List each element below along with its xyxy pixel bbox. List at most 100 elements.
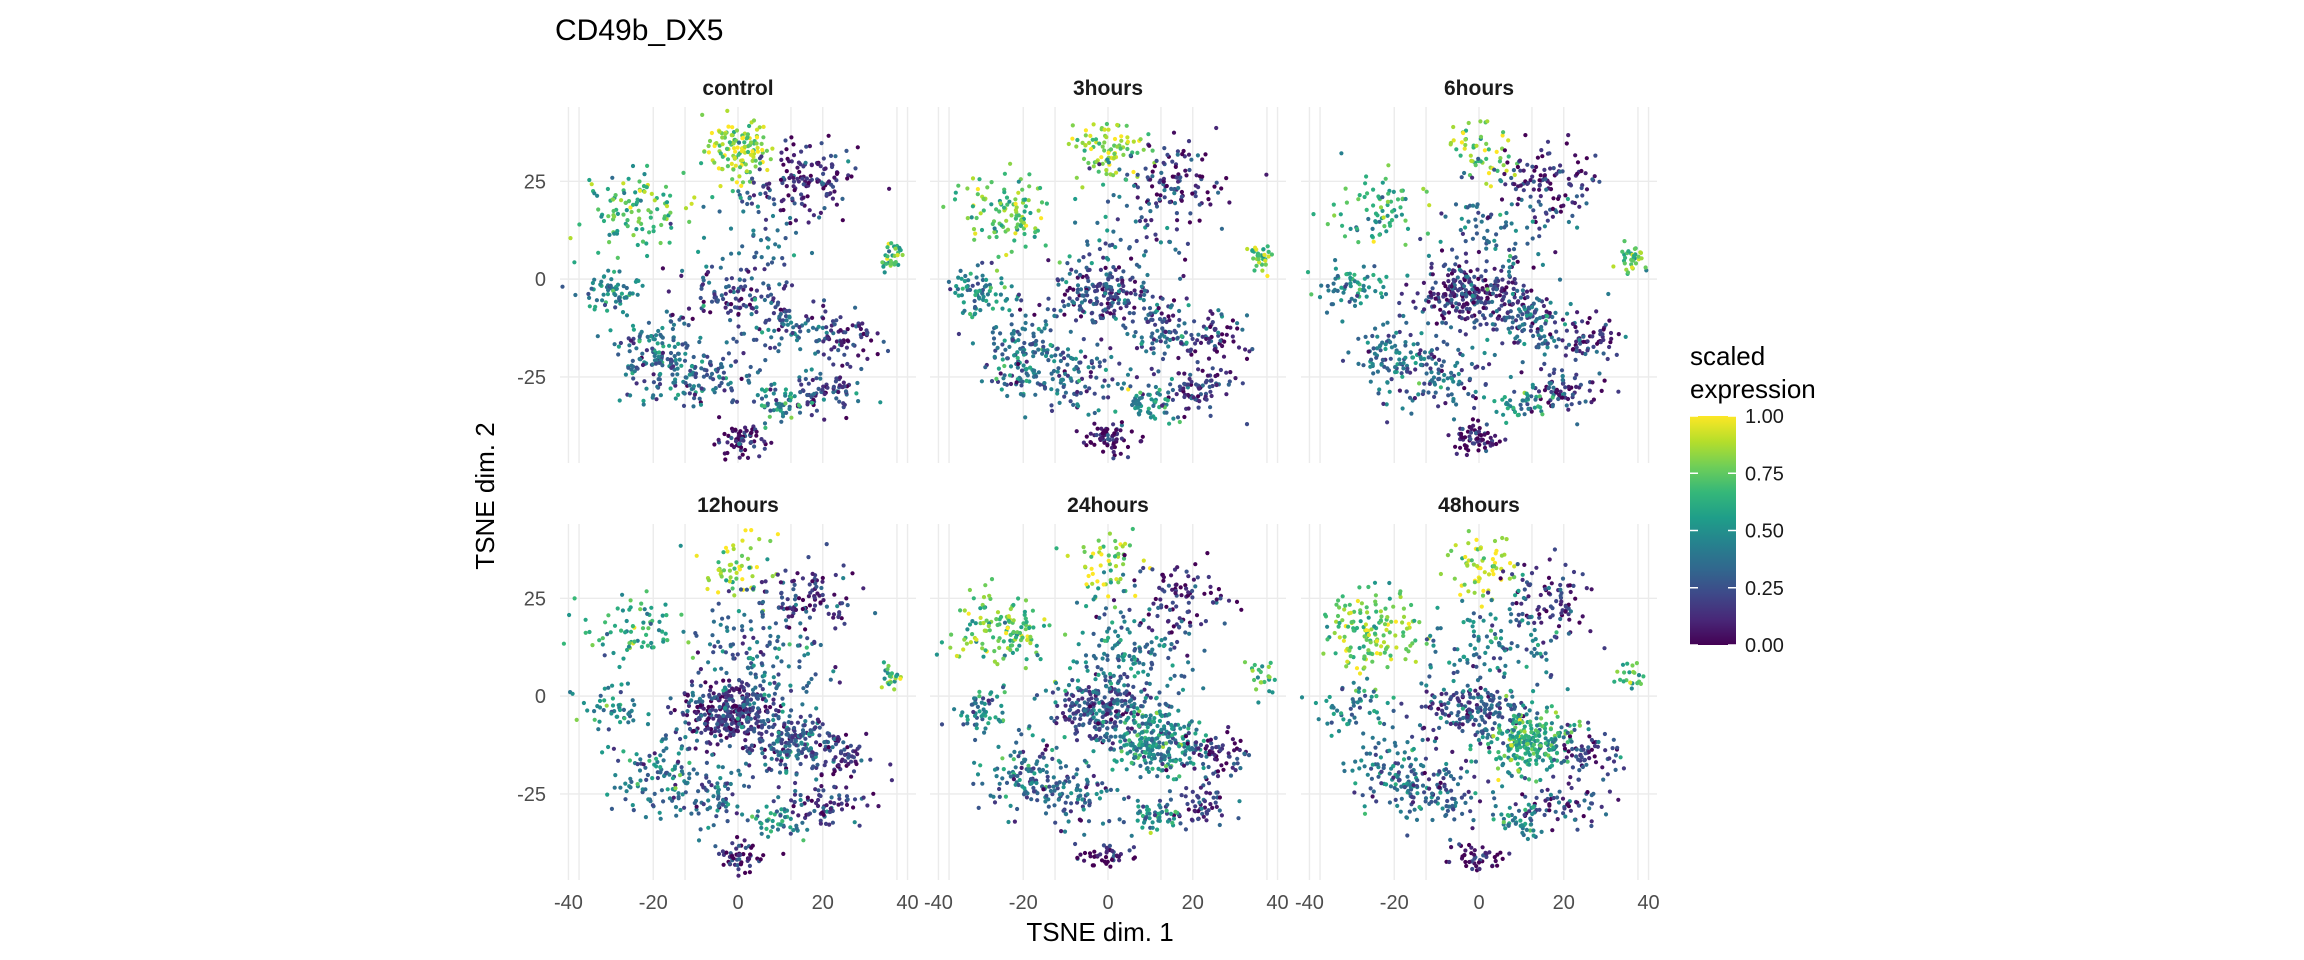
data-point (696, 249, 701, 254)
data-point (612, 231, 617, 236)
data-point (823, 166, 828, 171)
data-point (1483, 268, 1488, 273)
data-point (743, 845, 748, 851)
data-point (1224, 392, 1229, 397)
data-point (711, 716, 716, 721)
data-point (772, 680, 777, 685)
data-point (840, 601, 845, 606)
data-point (1616, 389, 1621, 394)
data-point (615, 714, 620, 719)
data-point (1188, 211, 1193, 216)
data-point (824, 192, 829, 197)
data-point (1074, 429, 1079, 434)
data-point (1151, 403, 1156, 408)
data-point (999, 387, 1004, 392)
data-point (1395, 197, 1401, 202)
data-point (996, 254, 1001, 259)
data-point (1581, 339, 1586, 344)
data-point (644, 632, 649, 638)
data-point (792, 582, 797, 588)
data-point (1102, 140, 1107, 145)
data-point (1424, 362, 1429, 367)
data-point (733, 296, 738, 301)
data-point (669, 365, 674, 370)
data-point (1070, 136, 1075, 141)
data-point (704, 264, 709, 269)
data-point (1133, 401, 1138, 406)
data-point (1384, 402, 1389, 407)
data-point (746, 269, 751, 274)
data-point (1506, 154, 1511, 159)
data-point (1193, 341, 1198, 346)
data-point (1162, 146, 1167, 151)
data-point (821, 298, 827, 303)
data-point (1005, 393, 1010, 399)
data-point (1563, 353, 1568, 358)
data-point (651, 380, 657, 385)
data-point (1083, 354, 1088, 359)
data-point (661, 639, 666, 644)
data-point (1043, 243, 1048, 248)
data-point (628, 785, 633, 790)
data-point (956, 293, 961, 298)
data-point (836, 348, 841, 353)
data-point (1436, 404, 1441, 409)
data-point (1266, 249, 1271, 254)
data-point (649, 605, 654, 610)
data-point (768, 345, 773, 351)
data-point (583, 617, 588, 622)
data-point (975, 192, 980, 197)
data-point (831, 362, 836, 367)
data-point (1433, 280, 1438, 285)
data-point (787, 625, 792, 630)
data-point (1331, 289, 1336, 294)
data-point (1164, 410, 1169, 415)
data-point (657, 377, 662, 382)
data-point (1579, 168, 1584, 174)
data-point (1253, 245, 1258, 250)
data-point (1429, 348, 1434, 353)
data-point (1142, 253, 1147, 258)
data-point (758, 161, 763, 166)
data-point (642, 189, 647, 194)
data-point (784, 606, 790, 611)
data-point (1115, 217, 1120, 222)
data-point (730, 686, 735, 691)
data-point (1132, 288, 1137, 293)
data-point (1109, 354, 1114, 360)
data-point (994, 376, 999, 381)
data-point (1538, 173, 1543, 178)
data-point (1537, 315, 1543, 320)
data-point (1061, 384, 1066, 389)
data-point (734, 339, 739, 344)
data-point (1543, 321, 1548, 326)
data-point (786, 159, 792, 164)
data-point (1060, 350, 1066, 355)
data-point (798, 761, 803, 767)
data-point (1542, 224, 1547, 229)
data-point (1139, 341, 1144, 346)
data-point (1459, 316, 1464, 321)
data-point (750, 748, 755, 753)
data-point (1458, 227, 1463, 233)
data-point (1524, 313, 1530, 318)
data-point (619, 198, 624, 203)
data-point (1125, 135, 1130, 140)
data-point (740, 746, 746, 751)
data-point (1451, 399, 1456, 404)
data-point (1424, 371, 1429, 376)
data-point (664, 200, 670, 205)
data-point (840, 196, 845, 201)
data-point (834, 318, 839, 323)
data-point (1498, 225, 1504, 230)
data-point (1230, 334, 1235, 339)
data-point (1099, 155, 1104, 160)
data-point (1523, 133, 1528, 138)
data-point (738, 305, 743, 310)
data-point (1208, 413, 1213, 418)
data-point (1014, 380, 1019, 385)
data-point (771, 391, 776, 396)
data-point (1130, 319, 1135, 324)
data-point (586, 291, 591, 297)
data-point (602, 653, 607, 658)
